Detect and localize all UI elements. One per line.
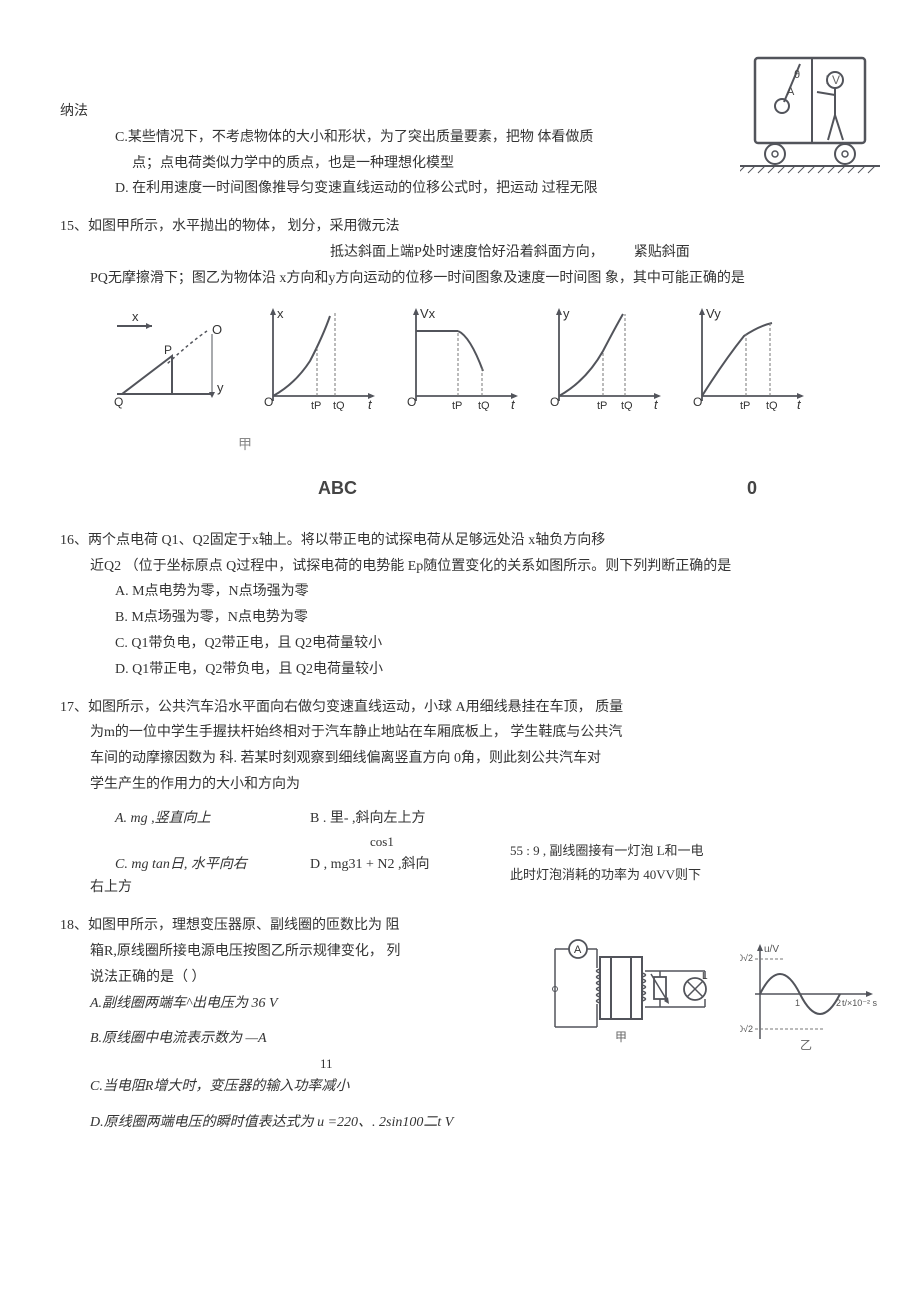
figure-bus-person: A θ [740, 50, 880, 180]
q18-optD: D.原线圈两端电压的瞬时值表达式为 u =220、. 2sin100二t V [90, 1111, 860, 1135]
svg-text:甲: 甲 [615, 1030, 627, 1044]
svg-text:Vx: Vx [420, 306, 436, 321]
svg-text:Vy: Vy [706, 306, 721, 321]
q17-opts-row1: A. mg ,竖直向上 B . 里- ,斜向左上方 [115, 807, 860, 831]
q15-line2a: 抵达斜面上端P处时速度恰好沿着斜面方向， [330, 241, 604, 265]
svg-text:220√2: 220√2 [740, 953, 753, 963]
svg-text:O: O [693, 395, 702, 409]
q15-abc-labels: ABC 0 [60, 473, 860, 504]
q15-figures-row: x O y P Q x O t [60, 306, 860, 420]
q15-fig-incline: x O y P Q [112, 306, 237, 420]
q17-right-line2: 此时灯泡消耗的功率为 40VV则下 [510, 865, 701, 886]
q17-optB: B . 里- ,斜向左上方 [310, 807, 426, 831]
svg-text:y: y [563, 306, 570, 321]
q18-optB-sub: 11 [320, 1053, 480, 1075]
q15-graph-yt: y O t tP tQ [541, 306, 666, 420]
svg-text:tP: tP [452, 400, 462, 411]
q18-optC: C.当电阻R增大时，变压器的输入功率减小 [90, 1075, 860, 1099]
svg-text:O: O [212, 322, 222, 337]
q15-line3: PQ无摩擦滑下；图乙为物体沿 x方向和y方向运动的位移一时间图象及速度一时间图 … [90, 267, 860, 291]
svg-text:y: y [217, 380, 224, 395]
svg-text:t: t [654, 397, 659, 411]
q17-line1: 17、如图所示，公共汽车沿水平面向右做匀变速直线运动，小球 A用细线悬挂在车顶，… [60, 696, 860, 720]
q16-optC: C. Q1带负电，Q2带正电，且 Q2电荷量较小 [115, 632, 860, 656]
svg-text:t: t [797, 397, 802, 411]
svg-text:A: A [787, 86, 795, 98]
svg-text:P: P [164, 343, 172, 357]
svg-text:t: t [368, 397, 373, 411]
q18-line3: 说法正确的是（ ） [90, 966, 480, 990]
q17-right-line1: 55 : 9 , 副线圈接有一灯泡 L和一电 [510, 841, 704, 862]
question-16: 16、两个点电荷 Q1、Q2固定于x轴上。将以带正电的试探电荷从足够远处沿 x轴… [60, 529, 860, 682]
abc-label: ABC [318, 473, 357, 504]
svg-text:-220√2: -220√2 [740, 1024, 753, 1034]
q17-line3: 车间的动摩擦因数为 科. 若某时刻观察到细线偏离竖直方向 0角，则此刻公共汽车对 [90, 747, 860, 771]
q15-graph-vyt: Vy O t tP tQ [684, 306, 809, 420]
svg-text:L: L [702, 971, 708, 982]
zero-label: 0 [747, 473, 757, 504]
svg-text:A: A [574, 944, 582, 956]
q16-optD: D. Q1带正电，Q2带负电，且 Q2电荷量较小 [115, 658, 860, 682]
q17-line2: 为m的一位中学生手握扶杆始终相对于汽车静止地站在车厢底板上， 学生鞋底与公共汽 [90, 721, 860, 745]
q15-line1: 15、如图甲所示，水平抛出的物体， 划分，采用微元法 [60, 215, 860, 239]
q18-optB: B.原线圈中电流表示数为 —A [90, 1027, 480, 1051]
question-15: 15、如图甲所示，水平抛出的物体， 划分，采用微元法 抵达斜面上端P处时速度恰好… [60, 215, 860, 504]
svg-text:tP: tP [311, 400, 321, 411]
svg-text:tQ: tQ [621, 400, 633, 411]
question-17: 17、如图所示，公共汽车沿水平面向右做匀变速直线运动，小球 A用细线悬挂在车顶，… [60, 696, 860, 901]
svg-text:tP: tP [740, 400, 750, 411]
svg-text:t: t [511, 397, 516, 411]
option-d-line: D. 在利用速度一时间图像推导匀变速直线运动的位移公式时，把运动 过程无限 [115, 177, 860, 201]
q15-graph-xt: x O t tP tQ [255, 306, 380, 420]
q18-fig-circuit: A L 甲 [545, 939, 715, 1054]
svg-text:Q: Q [114, 395, 123, 409]
svg-text:O: O [264, 395, 273, 409]
q18-fig-sine: 220√2 -220√2 u/V t/×10⁻² s 乙 1 2 [740, 939, 880, 1054]
q16-line1: 16、两个点电荷 Q1、Q2固定于x轴上。将以带正电的试探电荷从足够远处沿 x轴… [60, 529, 860, 553]
figure-caption-jia: 甲 [0, 434, 860, 458]
q15-line2: 抵达斜面上端P处时速度恰好沿着斜面方向， 紧贴斜面 [60, 241, 860, 265]
svg-text:乙: 乙 [800, 1038, 812, 1052]
question-18: A L 甲 [60, 914, 860, 1135]
q17-line4: 学生产生的作用力的大小和方向为 [90, 773, 860, 797]
svg-text:2: 2 [836, 998, 841, 1008]
q17-tail: 右上方 [90, 876, 860, 900]
q16-optB: B. M点场强为零，N点电势为零 [115, 606, 860, 630]
svg-text:x: x [277, 306, 284, 321]
svg-text:tP: tP [597, 400, 607, 411]
svg-text:tQ: tQ [333, 400, 345, 411]
svg-text:O: O [550, 395, 559, 409]
svg-text:u/V: u/V [764, 944, 779, 955]
svg-text:1: 1 [795, 998, 800, 1008]
q18-optA: A.副线圈两端车^出电压为 36 V [90, 992, 480, 1016]
svg-text:t/×10⁻² s: t/×10⁻² s [842, 998, 878, 1008]
q17-optC: C. mg tan日, 水平向右 [115, 853, 310, 877]
q17-optD: D , mg31 + N2 ,斜向 [310, 853, 430, 877]
svg-text:x: x [132, 309, 139, 324]
q18-line1: 18、如图甲所示，理想变压器原、副线圈的匝数比为 阻 [60, 914, 480, 938]
svg-text:tQ: tQ [478, 400, 490, 411]
q16-optA: A. M点电势为零，N点场强为零 [115, 580, 860, 604]
svg-text:O: O [407, 395, 416, 409]
svg-text:tQ: tQ [766, 400, 778, 411]
q15-line2b: 紧贴斜面 [634, 241, 690, 265]
q16-line2: 近Q2 （位于坐标原点 Q过程中，试探电荷的电势能 Ep随位置变化的关系如图所示… [90, 555, 860, 579]
svg-text:θ: θ [794, 69, 800, 81]
q15-graph-vxt: Vx O t tP tQ [398, 306, 523, 420]
q17-opts-row2: C. mg tan日, 水平向右 D , mg31 + N2 ,斜向 [115, 853, 860, 877]
question-14-fragment: I V A θ [60, 100, 860, 201]
q18-line2: 箱R,原线圈所接电源电压按图乙所示规律变化， 列 [90, 940, 480, 964]
q17-optA: A. mg ,竖直向上 [115, 807, 310, 831]
q18-figures: A L 甲 [545, 939, 880, 1054]
